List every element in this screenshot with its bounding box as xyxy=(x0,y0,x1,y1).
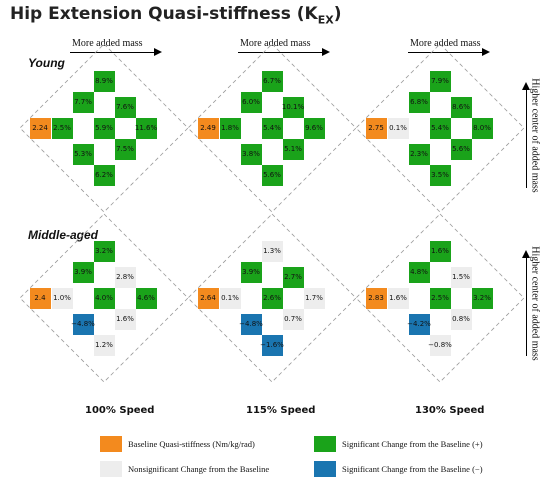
speed-label-100: 100% Speed xyxy=(85,405,155,416)
change-cell: 3.9% xyxy=(240,261,262,283)
change-cell: −4.2% xyxy=(407,313,431,335)
change-cell: 1.7% xyxy=(303,287,325,309)
change-cell: 1.0% xyxy=(51,287,73,309)
change-cell: 1.2% xyxy=(93,334,115,356)
change-cell: 1.6% xyxy=(387,287,409,309)
figure-title: Hip Extension Quasi-stiffness (KEX) xyxy=(10,4,342,26)
change-cell: −4.8% xyxy=(239,313,263,335)
diamond-outline xyxy=(355,43,525,213)
diamond-outline xyxy=(187,213,357,383)
mass-arrow-label: More added mass xyxy=(240,38,311,49)
legend-label-baseline: Baseline Quasi-stiffness (Nm/kg/rad) xyxy=(128,439,255,449)
change-cell: 9.6% xyxy=(303,117,325,139)
mass-arrow xyxy=(70,48,162,56)
change-cell: 7.6% xyxy=(114,96,136,118)
change-cell: 4.6% xyxy=(135,287,157,309)
title-text: Hip Extension Quasi-stiffness (K xyxy=(10,4,318,24)
title-subscript: EX xyxy=(317,13,334,27)
change-cell: 2.7% xyxy=(282,266,304,288)
change-cell: 5.3% xyxy=(72,143,94,165)
change-cell: 3.2% xyxy=(93,240,115,262)
change-cell: 4.0% xyxy=(93,287,115,309)
change-cell: 1.6% xyxy=(114,308,136,330)
change-cell: 0.7% xyxy=(282,308,304,330)
speed-label-115: 115% Speed xyxy=(246,405,316,416)
center-arrow xyxy=(522,82,530,188)
baseline-cell: 2.49 xyxy=(197,117,219,139)
change-cell: −4.8% xyxy=(71,313,95,335)
change-cell: 3.9% xyxy=(72,261,94,283)
mass-arrow-label: More added mass xyxy=(72,38,143,49)
legend-label-significant-positive: Significant Change from the Baseline (+) xyxy=(342,439,483,449)
change-cell: 1.8% xyxy=(219,117,241,139)
legend-swatch-significant-positive xyxy=(314,436,336,452)
change-cell: 0.1% xyxy=(387,117,409,139)
title-close: ) xyxy=(333,4,342,24)
legend-swatch-nonsignificant xyxy=(100,461,122,477)
center-arrow xyxy=(522,250,530,356)
speed-label-130: 130% Speed xyxy=(415,405,485,416)
change-cell: 2.3% xyxy=(408,143,430,165)
mass-arrow xyxy=(238,48,330,56)
baseline-cell: 2.64 xyxy=(197,287,219,309)
change-cell: 6.2% xyxy=(93,164,115,186)
change-cell: 3.5% xyxy=(429,164,451,186)
baseline-cell: 2.4 xyxy=(29,287,51,309)
change-cell: 2.6% xyxy=(261,287,283,309)
change-cell: 5.4% xyxy=(261,117,283,139)
change-cell: 4.8% xyxy=(408,261,430,283)
baseline-cell: 2.75 xyxy=(365,117,387,139)
diamond-outline xyxy=(19,43,189,213)
row-label-young: Young xyxy=(28,56,65,70)
baseline-cell: 2.83 xyxy=(365,287,387,309)
change-cell: 7.7% xyxy=(72,91,94,113)
change-cell: 7.9% xyxy=(429,70,451,92)
change-cell: 5.1% xyxy=(282,138,304,160)
change-cell: 2.8% xyxy=(114,266,136,288)
change-cell: 2.5% xyxy=(429,287,451,309)
diamond-outline xyxy=(19,213,189,383)
change-cell: 1.3% xyxy=(261,240,283,262)
change-cell: 8.9% xyxy=(93,70,115,92)
legend-swatch-baseline xyxy=(100,436,122,452)
change-cell: 10.1% xyxy=(282,96,304,118)
change-cell: 1.5% xyxy=(450,266,472,288)
diamond-outline xyxy=(355,213,525,383)
change-cell: 5.6% xyxy=(261,164,283,186)
legend-label-nonsignificant: Nonsignificant Change from the Baseline xyxy=(128,464,270,474)
mass-arrow-label: More added mass xyxy=(410,38,481,49)
change-cell: 5.9% xyxy=(93,117,115,139)
change-cell: 5.4% xyxy=(429,117,451,139)
change-cell: 8.0% xyxy=(471,117,493,139)
diamond-outline xyxy=(187,43,357,213)
change-cell: 3.2% xyxy=(471,287,493,309)
legend-swatch-significant-negative xyxy=(314,461,336,477)
row-label-middle-aged: Middle-aged xyxy=(28,228,99,242)
change-cell: 11.6% xyxy=(135,117,157,139)
change-cell: 6.8% xyxy=(408,91,430,113)
mass-arrow xyxy=(408,48,490,56)
change-cell: 5.6% xyxy=(450,138,472,160)
change-cell: 2.5% xyxy=(51,117,73,139)
baseline-cell: 2.24 xyxy=(29,117,51,139)
change-cell: 0.1% xyxy=(219,287,241,309)
change-cell: 3.8% xyxy=(240,143,262,165)
change-cell: 6.7% xyxy=(261,70,283,92)
change-cell: 1.6% xyxy=(429,240,451,262)
change-cell: 8.6% xyxy=(450,96,472,118)
change-cell: −1.6% xyxy=(260,334,284,356)
change-cell: −0.8% xyxy=(428,334,452,356)
change-cell: 7.5% xyxy=(114,138,136,160)
change-cell: 6.0% xyxy=(240,91,262,113)
legend-label-significant-negative: Significant Change from the Baseline (−) xyxy=(342,464,483,474)
change-cell: 0.8% xyxy=(450,308,472,330)
